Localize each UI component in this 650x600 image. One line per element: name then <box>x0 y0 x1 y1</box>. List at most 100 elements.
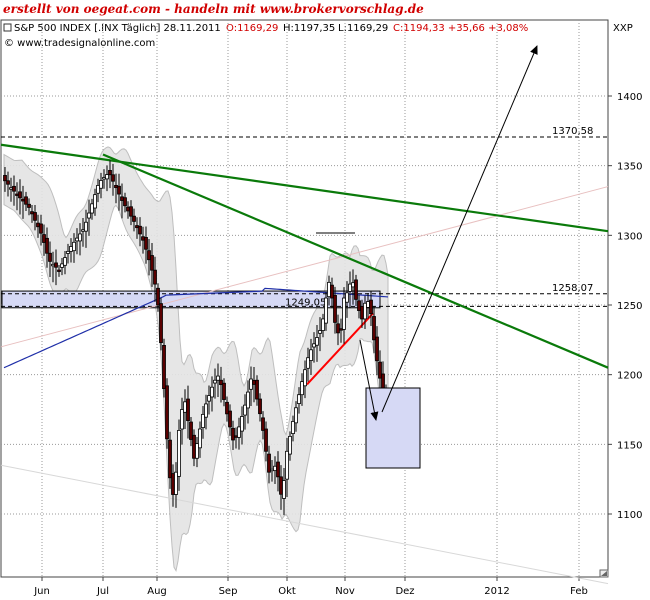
candle-body-79 <box>81 229 85 232</box>
candle-body-364 <box>366 301 370 308</box>
down-arrow <box>359 339 379 421</box>
candle-body-349 <box>351 282 355 288</box>
candle-body-127 <box>129 206 133 217</box>
candle-body-196 <box>198 428 202 449</box>
green-trendline-steep <box>102 153 609 369</box>
horizontal-levels: 1370,58 1258,07 1249,05 <box>1 126 608 308</box>
candle-body-184 <box>186 398 190 422</box>
x-tick-label-4: Okt <box>278 586 296 597</box>
candle-body-325 <box>327 281 331 298</box>
level-label-1: 1258,07 <box>552 283 593 294</box>
candle-body-145 <box>147 250 151 261</box>
faint-up-line <box>0 186 609 348</box>
candle-body-322 <box>324 297 328 324</box>
candle-body-244 <box>246 391 250 409</box>
up-arrow <box>381 45 538 413</box>
candle-body-34 <box>36 222 40 228</box>
candle-body-259 <box>261 417 265 431</box>
x-tick-label-8: Feb <box>570 586 588 597</box>
y-tick-label-3: 1250 <box>617 301 642 312</box>
candle-body-160 <box>162 345 166 390</box>
candle-body-271 <box>273 465 277 472</box>
candle-body-91 <box>93 194 97 209</box>
candle-body-361 <box>363 302 367 320</box>
candle-body-67 <box>69 246 73 252</box>
candle-body-175 <box>177 429 181 477</box>
candle-body-49 <box>51 263 55 267</box>
candle-body-115 <box>117 185 121 195</box>
candle-body-169 <box>171 473 175 495</box>
x-tick-label-2: Aug <box>147 586 167 597</box>
candle-body-343 <box>345 292 349 303</box>
candle-body-94 <box>96 185 100 194</box>
candle-body-286 <box>288 435 292 455</box>
candle-body-181 <box>183 401 187 413</box>
header-open: O:1169,29 <box>226 23 278 34</box>
candle-body-136 <box>138 225 142 235</box>
annotations <box>316 45 538 469</box>
candle-body-142 <box>144 237 148 250</box>
candle-body-16 <box>18 191 22 199</box>
candle-body-157 <box>159 303 163 344</box>
candle-body-154 <box>156 287 160 306</box>
candle-body-55 <box>57 269 61 272</box>
candle-body-367 <box>369 299 373 315</box>
candle-body-319 <box>321 318 325 331</box>
level-label-2: 1249,05 <box>285 297 326 308</box>
candle-body-166 <box>168 439 172 479</box>
candle-body-178 <box>180 409 184 430</box>
candle-body-43 <box>45 237 49 254</box>
watermark: © www.tradesignalonline.com <box>4 38 155 49</box>
candle-body-340 <box>342 297 346 330</box>
candle-body-235 <box>237 426 241 438</box>
candle-body-355 <box>357 300 361 311</box>
candle-body-151 <box>153 269 157 285</box>
candle-body-19 <box>21 198 25 202</box>
candle-body-220 <box>222 382 226 400</box>
candle-body-10 <box>12 185 16 192</box>
candle-body-133 <box>135 225 139 229</box>
candle-body-265 <box>267 453 271 473</box>
candle-body-301 <box>303 369 307 387</box>
header-square-icon <box>3 23 12 32</box>
candle-body-163 <box>165 385 169 440</box>
corner-arrow-icon <box>601 571 607 576</box>
chart-header: S&P 500 INDEX [.INX Täglich] 28.11.2011 … <box>3 23 633 34</box>
candle-body-205 <box>207 395 211 402</box>
candle-body-358 <box>360 305 364 320</box>
candle-body-106 <box>108 170 112 176</box>
candle-body-295 <box>297 394 301 404</box>
candle-body-232 <box>234 435 238 438</box>
candle-body-289 <box>291 421 295 434</box>
candle-body-52 <box>54 262 58 268</box>
candle-body-277 <box>279 476 283 495</box>
header-close-change: C:1194,33 +35,66 +3,08% <box>393 23 528 34</box>
candle-body-238 <box>240 416 244 432</box>
y-tick-label-4: 1300 <box>617 231 642 242</box>
candle-body-253 <box>255 379 259 400</box>
candle-body-328 <box>330 284 334 299</box>
y-tick-label-5: 1350 <box>617 162 642 173</box>
candle-body-199 <box>201 413 205 429</box>
target-zone-box <box>365 387 421 469</box>
candle-body-250 <box>252 380 256 385</box>
candle-body-103 <box>105 174 109 180</box>
level-label-0: 1370,58 <box>552 126 593 137</box>
x-tick-label-7: 2012 <box>484 586 509 597</box>
candle-body-121 <box>123 197 127 207</box>
candle-body-310 <box>312 343 316 348</box>
x-tick-label-3: Sep <box>219 586 238 597</box>
candle-body-22 <box>24 196 28 205</box>
candle-body-187 <box>189 421 193 440</box>
candle-body-76 <box>78 233 82 242</box>
candle-body-124 <box>126 206 130 212</box>
trend-lines <box>0 143 609 585</box>
candle-body-190 <box>192 434 196 459</box>
candle-body-283 <box>285 450 289 480</box>
candle-body-37 <box>39 223 43 234</box>
candle-body-298 <box>300 381 304 396</box>
candle-body-28 <box>30 211 34 215</box>
y-tick-label-1: 1150 <box>617 440 642 451</box>
candle-body-247 <box>249 378 253 390</box>
